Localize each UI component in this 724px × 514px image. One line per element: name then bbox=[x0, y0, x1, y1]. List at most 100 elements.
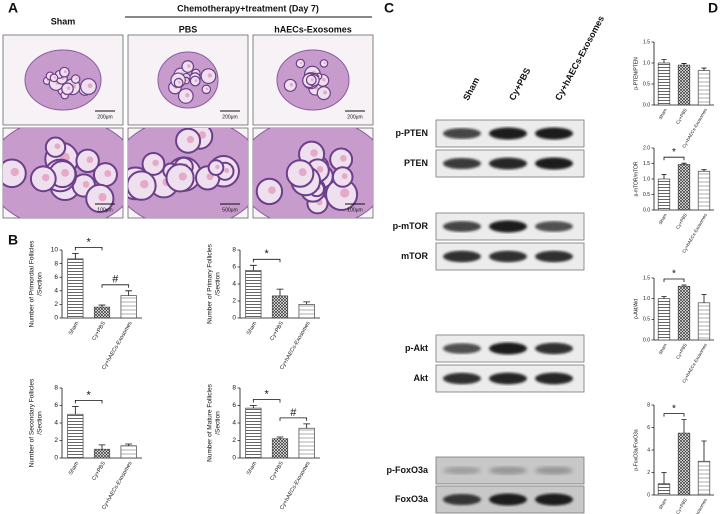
blot-band bbox=[535, 372, 573, 385]
panel-label: D bbox=[708, 0, 718, 16]
oocyte bbox=[316, 166, 324, 173]
lane-label: Cy+hAECs-Exosomes bbox=[553, 14, 606, 102]
significance-label: * bbox=[265, 248, 270, 260]
y-tick-label: 1.5 bbox=[643, 39, 650, 45]
y-axis-label: /Section bbox=[215, 411, 222, 435]
oocyte bbox=[185, 79, 188, 82]
oocyte bbox=[178, 172, 187, 181]
panel-label: C bbox=[384, 0, 394, 16]
x-tick-label: Sham bbox=[246, 460, 259, 476]
blot-band bbox=[443, 250, 481, 263]
y-tick-label: 0 bbox=[232, 315, 236, 322]
blot-band bbox=[443, 221, 481, 232]
bar bbox=[657, 178, 671, 211]
y-tick-label: 6 bbox=[232, 264, 236, 271]
scale-label: 200μm bbox=[222, 114, 237, 120]
oocyte bbox=[187, 64, 191, 68]
oocyte bbox=[310, 78, 314, 82]
error-bar bbox=[276, 288, 284, 296]
micrograph bbox=[253, 128, 373, 218]
column-label: PBS bbox=[179, 24, 198, 34]
y-axis-label: Number of Mature Follicles bbox=[207, 383, 214, 461]
blot-band bbox=[535, 221, 573, 232]
significance-label: * bbox=[87, 389, 92, 401]
bar bbox=[298, 304, 315, 319]
x-tick-label: Sham bbox=[246, 320, 259, 336]
error-bar bbox=[276, 436, 284, 439]
oocyte bbox=[340, 155, 347, 162]
blot-band bbox=[535, 250, 573, 263]
blot-band bbox=[535, 466, 573, 475]
blot-band bbox=[535, 342, 573, 355]
y-tick-label: 1.0 bbox=[643, 60, 650, 66]
error-bar bbox=[125, 443, 133, 446]
blot-band bbox=[443, 466, 481, 475]
x-tick-label: Cy+PBS bbox=[269, 460, 285, 481]
y-axis-label: Number of Primary Follicles bbox=[207, 243, 214, 324]
oocyte bbox=[194, 79, 198, 82]
bar bbox=[120, 295, 137, 319]
y-tick-label: 8 bbox=[232, 385, 236, 392]
protein-label: p-PTEN bbox=[396, 128, 429, 138]
oocyte bbox=[298, 168, 307, 177]
oocyte bbox=[300, 61, 303, 65]
significance-label: # bbox=[290, 407, 297, 419]
blot-band bbox=[489, 493, 527, 506]
significance-bracket bbox=[252, 399, 281, 403]
oocyte bbox=[268, 186, 276, 194]
blot-band bbox=[443, 128, 481, 139]
y-tick-label: 4 bbox=[647, 447, 650, 453]
bar bbox=[298, 427, 315, 459]
blot-band bbox=[489, 342, 527, 355]
oocyte bbox=[61, 168, 69, 177]
oocyte bbox=[185, 93, 190, 98]
x-tick-label: Sham bbox=[658, 497, 668, 510]
y-tick-label: 4 bbox=[54, 420, 58, 427]
bar bbox=[677, 285, 691, 341]
bar bbox=[93, 306, 111, 319]
bar bbox=[657, 298, 671, 341]
y-tick-label: 6 bbox=[647, 425, 650, 431]
bar bbox=[271, 295, 289, 319]
error-bar bbox=[701, 169, 707, 172]
x-tick-label: Sham bbox=[658, 212, 668, 225]
x-tick-label: Cy+hAECs-Exosomes bbox=[279, 461, 312, 511]
protein-label: p-FoxO3a bbox=[386, 465, 429, 475]
micrograph bbox=[24, 49, 102, 111]
y-tick-label: 0 bbox=[54, 315, 58, 322]
oocyte bbox=[207, 73, 213, 78]
significance-bracket bbox=[74, 399, 103, 404]
x-tick-label: Cy+PBS bbox=[91, 460, 107, 481]
error-bar bbox=[303, 423, 311, 429]
oocyte bbox=[206, 173, 214, 181]
significance-bracket bbox=[279, 417, 308, 421]
oocyte bbox=[341, 173, 348, 179]
blot-band bbox=[535, 127, 573, 140]
significance-label: * bbox=[672, 147, 676, 158]
oocyte bbox=[340, 188, 350, 198]
error-bar bbox=[303, 301, 311, 305]
y-tick-label: 1.0 bbox=[643, 176, 650, 182]
y-tick-label: 2 bbox=[54, 301, 58, 308]
panel-label: B bbox=[8, 232, 18, 248]
y-tick-label: 2 bbox=[54, 437, 58, 444]
error-bar bbox=[661, 472, 667, 484]
y-tick-label: 4 bbox=[54, 288, 58, 295]
x-tick-label: Sham bbox=[68, 320, 81, 336]
protein-label: p-mTOR bbox=[393, 221, 429, 231]
x-tick-label: Sham bbox=[68, 460, 81, 476]
y-tick-label: 4 bbox=[232, 420, 236, 427]
error-bar bbox=[661, 59, 667, 63]
y-tick-label: 1.5 bbox=[643, 275, 650, 281]
x-tick-label: Cy+PBS bbox=[269, 320, 285, 341]
error-bar bbox=[98, 444, 106, 450]
significance-label: # bbox=[112, 274, 119, 286]
y-axis-label: /Section bbox=[215, 272, 222, 296]
y-tick-label: 1.5 bbox=[643, 161, 650, 167]
y-tick-label: 0.0 bbox=[643, 337, 650, 343]
protein-label: p-Akt bbox=[405, 343, 428, 353]
oocyte bbox=[186, 135, 195, 144]
oocyte bbox=[289, 82, 294, 87]
bar bbox=[67, 413, 84, 459]
micrograph bbox=[128, 128, 248, 218]
